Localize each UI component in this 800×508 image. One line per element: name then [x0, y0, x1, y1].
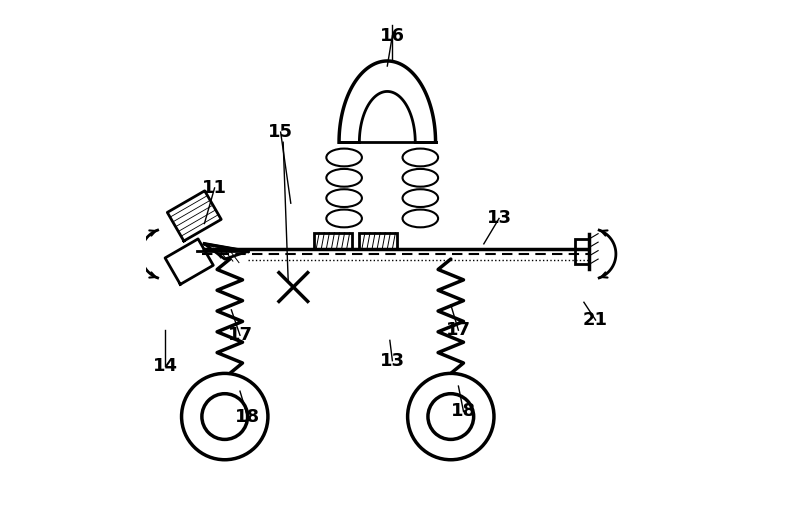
Bar [314, 233, 352, 249]
Bar [575, 239, 590, 264]
Text: 16: 16 [380, 26, 405, 45]
Bar [359, 233, 398, 249]
Text: 17: 17 [446, 321, 471, 339]
Text: 18: 18 [235, 407, 260, 426]
Text: 14: 14 [153, 357, 178, 375]
Text: 21: 21 [583, 311, 608, 329]
Text: 18: 18 [451, 402, 476, 421]
Text: 13: 13 [380, 352, 405, 370]
Text: 15: 15 [268, 123, 293, 141]
Text: 17: 17 [227, 326, 253, 344]
Text: 11: 11 [202, 179, 227, 197]
Text: 13: 13 [486, 209, 511, 228]
